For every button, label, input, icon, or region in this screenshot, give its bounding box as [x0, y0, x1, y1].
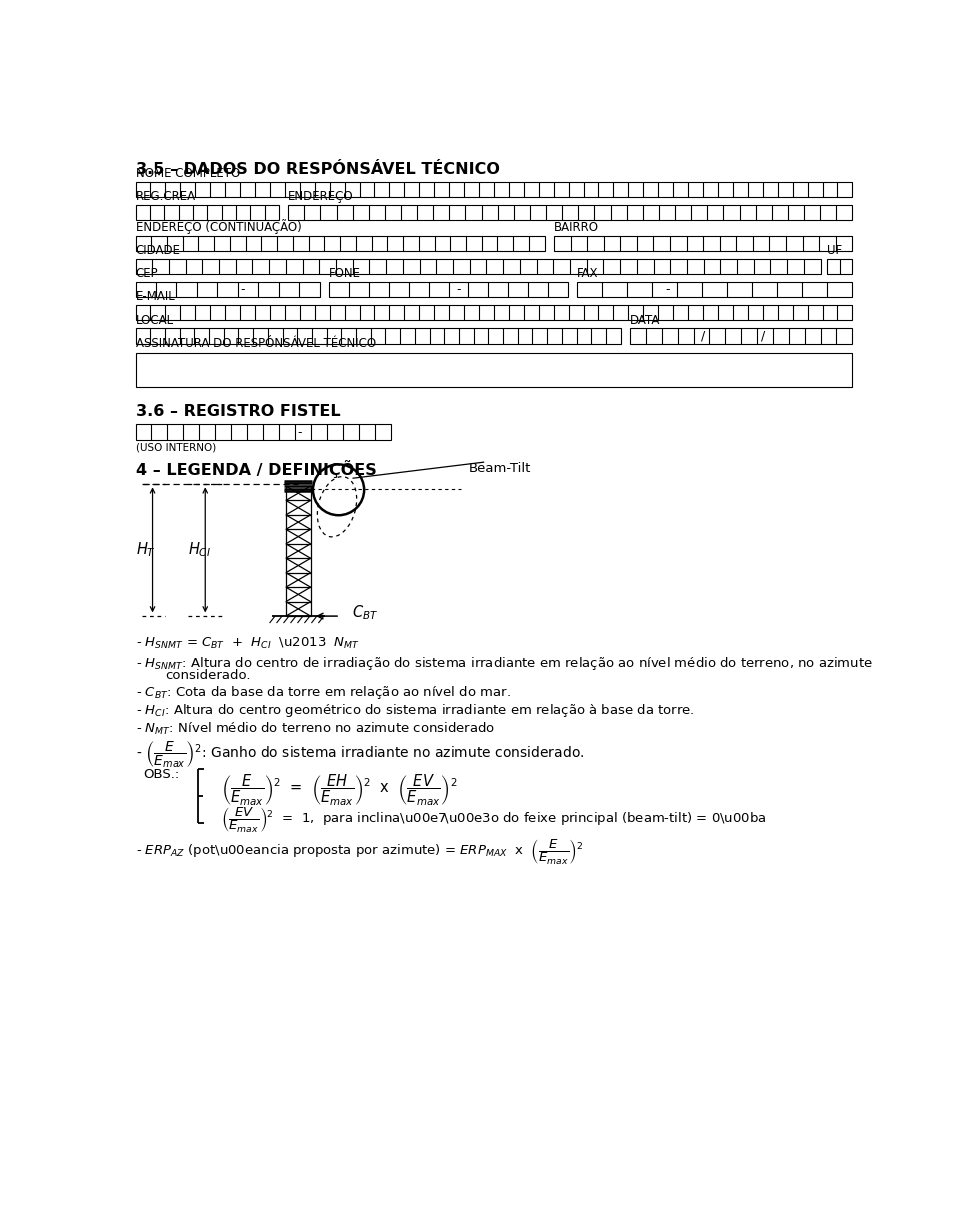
Text: /: /	[701, 329, 706, 343]
Text: $\left(\dfrac{EV}{E_{max}}\right)^2$  =  1,  para inclina\u00e7\u00e3o do feixe : $\left(\dfrac{EV}{E_{max}}\right)^2$ = 1…	[221, 805, 766, 833]
Text: $H_T$: $H_T$	[135, 540, 156, 559]
Text: 3.5 – DADOS DO RESPÓNSÁVEL TÉCNICO: 3.5 – DADOS DO RESPÓNSÁVEL TÉCNICO	[135, 162, 499, 177]
Bar	[135, 182, 852, 198]
Bar	[135, 259, 821, 274]
Bar	[135, 282, 320, 298]
Text: - $\left(\dfrac{E}{E_{max}}\right)^{2}$: Ganho do sistema irradiante no azimute : - $\left(\dfrac{E}{E_{max}}\right)^{2}$:…	[135, 739, 584, 770]
Text: - $H_{SNMT}$ = $C_{BT}$  +  $H_{CI}$  \u2013  $N_{MT}$: - $H_{SNMT}$ = $C_{BT}$ + $H_{CI}$ \u201…	[135, 636, 360, 651]
Text: -: -	[666, 283, 670, 296]
Text: - $N_{MT}$: Nível médio do terreno no azimute considerado: - $N_{MT}$: Nível médio do terreno no az…	[135, 721, 494, 737]
Text: CIDADE: CIDADE	[135, 244, 180, 257]
Bar	[329, 282, 568, 298]
Text: 4 – LEGENDA / DEFINIÇÕES: 4 – LEGENDA / DEFINIÇÕES	[135, 460, 376, 478]
Text: DATA: DATA	[630, 314, 660, 327]
Bar	[827, 259, 852, 274]
Text: considerado.: considerado.	[165, 670, 251, 682]
Text: - $H_{CI}$: Altura do centro geométrico do sistema irradiante em relação à base : - $H_{CI}$: Altura do centro geométrico …	[135, 703, 694, 720]
Bar	[135, 425, 392, 439]
Text: FONE: FONE	[329, 267, 361, 281]
Text: LOCAL: LOCAL	[135, 314, 174, 327]
Bar	[135, 235, 544, 251]
Text: ENDEREÇO: ENDEREÇO	[288, 190, 354, 204]
Bar	[135, 353, 852, 388]
Text: $C_{BT}$: $C_{BT}$	[351, 604, 378, 622]
Text: -: -	[297, 426, 301, 438]
Text: ASSINATURA DO RESPÓNSÁVEL TÉCNICO: ASSINATURA DO RESPÓNSÁVEL TÉCNICO	[135, 337, 375, 350]
Bar	[630, 328, 852, 344]
Text: -: -	[240, 283, 245, 296]
Text: Beam-Tilt: Beam-Tilt	[468, 462, 531, 475]
Text: - $C_{BT}$: Cota da base da torre em relação ao nível do mar.: - $C_{BT}$: Cota da base da torre em rel…	[135, 684, 511, 700]
Bar	[577, 282, 852, 298]
Text: - $H_{SNMT}$: Altura do centro de irradiação do sistema irradiante em relação ao: - $H_{SNMT}$: Altura do centro de irradi…	[135, 655, 873, 671]
Text: OBS.:: OBS.:	[143, 767, 180, 781]
Text: 3.6 – REGISTRO FISTEL: 3.6 – REGISTRO FISTEL	[135, 404, 340, 420]
Text: FAX: FAX	[577, 267, 599, 281]
Text: -: -	[456, 283, 461, 296]
Text: E-MAIL: E-MAIL	[135, 290, 176, 304]
Text: ENDEREÇO (CONTINUAÇÃO): ENDEREÇO (CONTINUAÇÃO)	[135, 220, 301, 234]
Text: $\left(\dfrac{E}{E_{max}}\right)^2$  =  $\left(\dfrac{EH}{E_{max}}\right)^2$  x : $\left(\dfrac{E}{E_{max}}\right)^2$ = $\…	[221, 772, 457, 808]
Text: (USO INTERNO): (USO INTERNO)	[135, 443, 216, 453]
Bar	[288, 205, 852, 221]
Bar	[135, 328, 621, 344]
Bar	[135, 205, 278, 221]
Text: $H_{CI}$: $H_{CI}$	[188, 540, 211, 559]
Text: - $ERP_{AZ}$ (pot\u00eancia proposta por azimute) = $ERP_{MAX}$  x  $\left(\dfra: - $ERP_{AZ}$ (pot\u00eancia proposta por…	[135, 837, 584, 866]
Text: REG.CREA: REG.CREA	[135, 190, 196, 204]
Text: UF: UF	[827, 244, 842, 257]
Bar	[135, 305, 852, 321]
Text: CEP: CEP	[135, 267, 158, 281]
Text: NOME COMPLETO: NOME COMPLETO	[135, 167, 240, 181]
Bar	[554, 235, 852, 251]
Text: /: /	[761, 329, 765, 343]
Text: BAIRRO: BAIRRO	[554, 221, 599, 234]
